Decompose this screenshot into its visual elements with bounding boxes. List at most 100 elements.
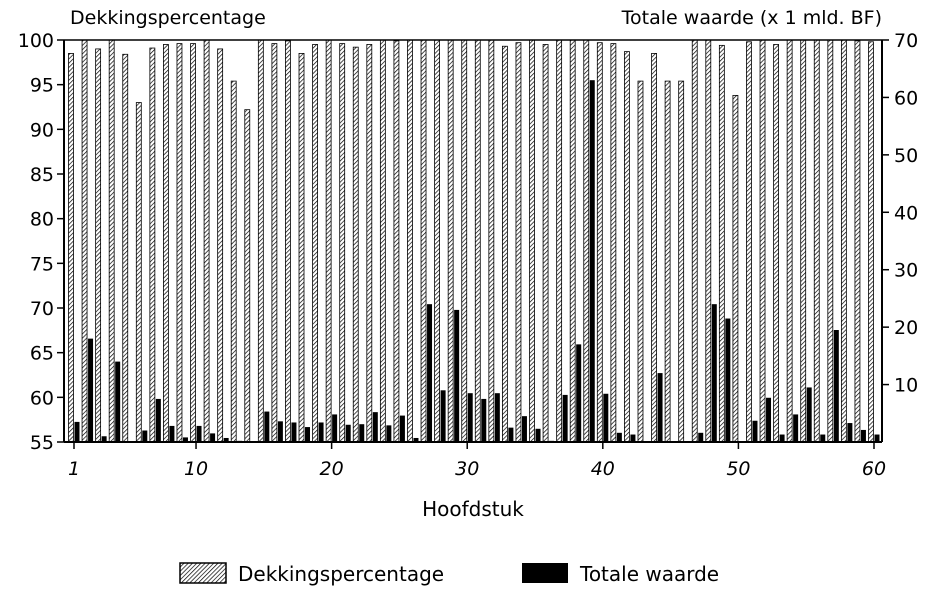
bar-totale-waarde bbox=[399, 415, 405, 442]
bar-totale-waarde bbox=[359, 424, 365, 442]
left-tick-label: 55 bbox=[30, 432, 54, 454]
right-tick-label: 10 bbox=[894, 375, 918, 397]
bar-dekkingspercentage bbox=[230, 80, 237, 443]
legend: Dekkingspercentage Totale waarde bbox=[179, 562, 719, 586]
x-tick-label: 40 bbox=[591, 458, 615, 480]
bar-totale-waarde bbox=[806, 387, 812, 442]
x-tick-label: 50 bbox=[726, 458, 750, 480]
bar-dekkingspercentage bbox=[854, 40, 861, 443]
bar-dekkingspercentage bbox=[827, 39, 834, 443]
left-tick-label: 85 bbox=[30, 164, 54, 186]
bar-totale-waarde bbox=[332, 414, 338, 442]
bar-totale-waarde bbox=[413, 437, 419, 442]
left-tick-label: 65 bbox=[30, 343, 54, 365]
bar-dekkingspercentage bbox=[149, 47, 156, 443]
legend-label-totale-waarde: Totale waarde bbox=[579, 562, 719, 586]
bar-totale-waarde bbox=[657, 373, 663, 442]
bar-totale-waarde bbox=[142, 430, 148, 442]
bar-dekkingspercentage bbox=[583, 39, 590, 443]
bar-dekkingspercentage bbox=[732, 94, 739, 443]
bar-totale-waarde bbox=[223, 437, 229, 442]
bar-dekkingspercentage bbox=[325, 39, 332, 443]
bar-totale-waarde bbox=[562, 394, 568, 442]
bar-dekkingspercentage bbox=[352, 46, 359, 443]
x-axis-label: Hoofdstuk bbox=[422, 497, 524, 521]
bars-group bbox=[68, 39, 880, 443]
bar-dekkingspercentage bbox=[610, 43, 617, 443]
x-tick-label: 30 bbox=[455, 458, 479, 480]
bar-totale-waarde bbox=[603, 393, 609, 442]
bar-dekkingspercentage bbox=[624, 51, 630, 443]
bar-dekkingspercentage bbox=[135, 102, 142, 443]
bar-totale-waarde bbox=[576, 344, 582, 442]
bar-dekkingspercentage bbox=[488, 39, 495, 443]
right-tick-label: 60 bbox=[894, 87, 918, 109]
bar-totale-waarde bbox=[820, 434, 826, 442]
bar-dekkingspercentage bbox=[501, 45, 508, 443]
x-tick-label: 60 bbox=[862, 458, 886, 480]
bar-dekkingspercentage bbox=[190, 43, 196, 443]
x-tick-label: 1 bbox=[68, 458, 80, 480]
bar-totale-waarde bbox=[305, 427, 311, 442]
bar-dekkingspercentage bbox=[257, 39, 264, 443]
bar-dekkingspercentage bbox=[108, 39, 115, 443]
bar-dekkingspercentage bbox=[163, 44, 169, 443]
bar-dekkingspercentage bbox=[515, 42, 522, 443]
bar-dekkingspercentage bbox=[434, 39, 441, 443]
bar-dekkingspercentage bbox=[447, 39, 454, 443]
bar-totale-waarde bbox=[291, 422, 297, 442]
left-tick-label: 70 bbox=[30, 298, 54, 320]
bar-totale-waarde bbox=[481, 398, 487, 442]
bar-dekkingspercentage bbox=[339, 43, 346, 443]
bar-totale-waarde bbox=[74, 421, 80, 442]
bar-totale-waarde bbox=[860, 429, 866, 442]
bar-totale-waarde bbox=[318, 422, 324, 442]
bar-dekkingspercentage bbox=[596, 42, 603, 443]
bar-dekkingspercentage bbox=[244, 109, 251, 443]
bar-totale-waarde bbox=[521, 416, 527, 442]
bar-totale-waarde bbox=[454, 309, 460, 442]
bar-totale-waarde bbox=[169, 425, 175, 442]
bar-totale-waarde bbox=[264, 411, 270, 442]
bar-dekkingspercentage bbox=[759, 39, 766, 443]
right-tick-label: 40 bbox=[894, 202, 918, 224]
bar-totale-waarde bbox=[630, 434, 636, 442]
bar-totale-waarde bbox=[793, 414, 799, 442]
bar-dekkingspercentage bbox=[81, 39, 88, 443]
right-tick-label: 20 bbox=[894, 317, 918, 339]
bar-dekkingspercentage bbox=[203, 39, 210, 443]
bar-dekkingspercentage bbox=[569, 39, 576, 443]
bar-totale-waarde bbox=[494, 393, 500, 442]
bar-dekkingspercentage bbox=[542, 44, 549, 443]
right-axis-title: Totale waarde (x 1 mld. BF) bbox=[621, 7, 882, 29]
bar-totale-waarde bbox=[698, 432, 704, 442]
bar-dekkingspercentage bbox=[285, 40, 291, 443]
bar-dekkingspercentage bbox=[651, 53, 657, 443]
bar-dekkingspercentage bbox=[122, 53, 129, 443]
bar-dekkingspercentage bbox=[691, 39, 698, 443]
left-tick-label: 80 bbox=[30, 209, 54, 231]
bar-dekkingspercentage bbox=[664, 80, 671, 443]
bar-dekkingspercentage bbox=[786, 39, 793, 443]
bar-totale-waarde bbox=[386, 425, 392, 442]
right-tick-label: 30 bbox=[894, 260, 918, 282]
bar-totale-waarde bbox=[345, 424, 351, 442]
right-ticks-group: 10 20 30 40 50 60 70 bbox=[882, 30, 918, 397]
bar-totale-waarde bbox=[467, 393, 473, 442]
left-axis-title: Dekkingspercentage bbox=[70, 7, 266, 29]
bar-dekkingspercentage bbox=[718, 44, 725, 443]
x-tick-label: 20 bbox=[320, 458, 344, 480]
bar-totale-waarde bbox=[535, 428, 541, 442]
bar-totale-waarde bbox=[508, 427, 514, 442]
right-tick-label: 70 bbox=[894, 30, 918, 52]
bar-dekkingspercentage bbox=[271, 43, 278, 443]
left-tick-label: 60 bbox=[30, 387, 54, 409]
bar-totale-waarde bbox=[874, 434, 880, 442]
bar-dekkingspercentage bbox=[773, 44, 779, 443]
x-tick-label: 10 bbox=[184, 458, 208, 480]
bar-dekkingspercentage bbox=[379, 39, 386, 443]
bar-dekkingspercentage bbox=[813, 39, 820, 443]
x-ticks-group: 1 10 20 30 40 50 60 bbox=[68, 442, 886, 480]
bar-dekkingspercentage bbox=[420, 39, 427, 443]
